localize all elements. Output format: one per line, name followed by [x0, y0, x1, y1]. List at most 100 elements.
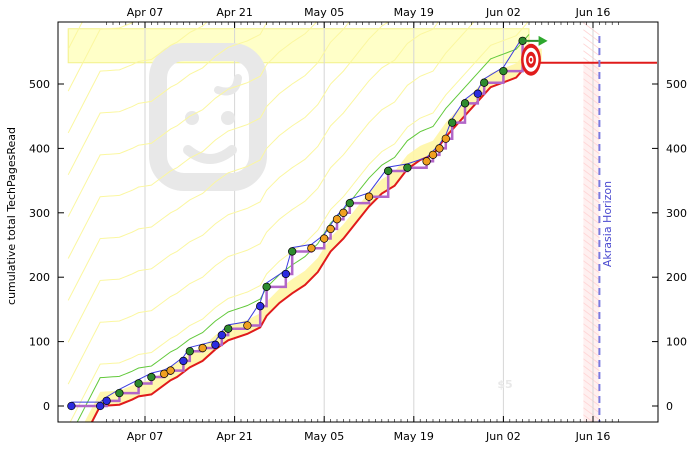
- datapoint: [179, 356, 188, 366]
- future-hatch: [583, 43, 600, 57]
- markers: [521, 35, 601, 422]
- datapoint: [428, 150, 438, 159]
- datapoint: [198, 343, 207, 353]
- guide-line: [67, 22, 350, 259]
- guide-line: [67, 22, 390, 301]
- datapoint: [166, 366, 175, 375]
- future-hatch: [583, 141, 600, 155]
- future-hatch: [583, 113, 600, 127]
- x-tick-label-bottom: May 19: [394, 430, 434, 443]
- future-hatch: [583, 155, 600, 169]
- datapoint: [384, 166, 393, 176]
- y-tick-label-left: 400: [29, 142, 50, 155]
- datapoint: [499, 66, 508, 76]
- future-hatch: [583, 127, 600, 141]
- guide-line: [67, 22, 208, 134]
- future-hatch: [583, 365, 600, 379]
- future-hatch: [583, 190, 600, 204]
- future-hatch: [583, 183, 600, 197]
- datapoint: [102, 396, 111, 405]
- future-hatch: [583, 253, 600, 267]
- green-guideline: [76, 34, 530, 422]
- y-tick-label-left: 200: [29, 271, 50, 284]
- datapoint: [460, 99, 470, 108]
- future-hatch: [583, 71, 600, 85]
- y-axis-label: cumulative total TechPagesRead: [5, 127, 18, 305]
- purple-step-line: [71, 40, 524, 408]
- future-hatch: [583, 162, 600, 176]
- future-hatch: [583, 323, 600, 337]
- future-hatch: [583, 169, 600, 183]
- future-hatch: [583, 309, 600, 323]
- datapoint: [448, 118, 457, 127]
- future-hatch: [583, 36, 600, 50]
- datapoint: [185, 347, 194, 356]
- future-hatch: [583, 134, 600, 148]
- datapoint: [364, 192, 374, 201]
- datapoint: [243, 321, 252, 330]
- future-hatch: [583, 267, 600, 281]
- guide-line: [67, 22, 318, 217]
- datapoint: [480, 78, 489, 87]
- future-hatch: [583, 281, 600, 295]
- future-hatch: [583, 274, 600, 288]
- datapoint: [224, 324, 233, 333]
- y-tick-label-right: 0: [666, 400, 673, 413]
- datapoint: [262, 282, 271, 292]
- future-hatch: [583, 414, 594, 422]
- grid: [144, 22, 594, 422]
- datapoint: [403, 163, 412, 172]
- future-hatch: [583, 225, 600, 239]
- datapoint: [320, 234, 329, 243]
- future-hatch: [583, 344, 600, 358]
- future-hatch: [583, 337, 600, 351]
- y-tick-label-right: 300: [666, 207, 687, 220]
- datapoint: [326, 224, 335, 234]
- future-hatch: [583, 288, 600, 302]
- x-tick-label-top: May 19: [394, 6, 434, 19]
- future-hatch: [583, 330, 600, 344]
- datapoint: [96, 401, 105, 411]
- guide-line: [67, 22, 475, 385]
- datapoint: [332, 215, 342, 224]
- bullseye-ring: [529, 57, 533, 62]
- blue-rate-line: [71, 36, 524, 403]
- datapoint: [134, 379, 143, 388]
- future-hatch: [583, 246, 600, 260]
- datapoint: [339, 208, 348, 217]
- future-hatch: [583, 85, 600, 99]
- datapoint: [211, 340, 220, 349]
- datapoint: [67, 401, 76, 411]
- future-hatch: [583, 64, 600, 78]
- x-tick-label-bottom: Jun 02: [485, 430, 521, 443]
- datapoint: [147, 372, 156, 382]
- datapoints: [67, 36, 527, 411]
- datapoint: [217, 331, 226, 340]
- datapoint: [345, 198, 354, 208]
- red-bright-line: [90, 61, 657, 422]
- watermarks: $5: [149, 43, 513, 391]
- stake-watermark: $5: [497, 378, 512, 391]
- future-hatch: [583, 120, 600, 134]
- y-tick-label-left: 100: [29, 336, 50, 349]
- y-tick-label-left: 500: [29, 78, 50, 91]
- datapoint: [473, 89, 482, 98]
- future-hatch: [583, 302, 600, 316]
- future-hatch: [583, 316, 600, 330]
- x-tick-label-top: Apr 07: [127, 6, 164, 19]
- x-tick-label-bottom: Apr 21: [216, 430, 253, 443]
- x-tick-label-top: Jun 02: [485, 6, 521, 19]
- datapoint: [422, 157, 431, 166]
- smiley-watermark: [149, 43, 267, 191]
- future-hatch: [583, 379, 600, 393]
- datapoint: [288, 247, 297, 256]
- akrasia-horizon-label: Akrasia Horizon: [601, 181, 614, 267]
- future-hatch: [583, 260, 600, 274]
- datapoint: [281, 269, 290, 279]
- future-hatch: [583, 295, 600, 309]
- y-tick-label-right: 400: [666, 142, 687, 155]
- x-tick-label-bottom: Jun 16: [575, 430, 611, 443]
- future-hatch: [583, 148, 600, 162]
- guide-line: [67, 22, 439, 343]
- guide-line: [69, 22, 529, 422]
